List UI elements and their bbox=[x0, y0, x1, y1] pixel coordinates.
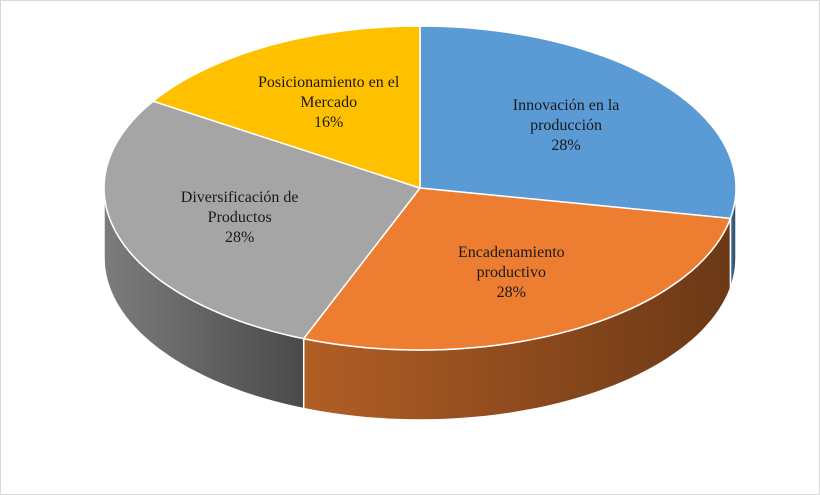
data-label: Posicionamiento en el Mercado 16% bbox=[254, 73, 404, 133]
value-label: 28% bbox=[225, 229, 255, 247]
category-label: Posicionamiento en el Mercado bbox=[258, 73, 400, 111]
value-label: 16% bbox=[313, 113, 344, 131]
data-label: Diversificación de Productos 28% bbox=[165, 188, 315, 248]
slice bbox=[151, 25, 421, 190]
value-label: 28% bbox=[551, 137, 581, 155]
category-label: Encadenamiento productivo bbox=[458, 244, 565, 282]
category-label: Innovación en la producción bbox=[512, 97, 620, 135]
value-label: 28% bbox=[496, 284, 526, 302]
slice bbox=[302, 187, 732, 351]
data-label: Innovación en la producción 28% bbox=[491, 96, 641, 156]
slice bbox=[419, 25, 737, 220]
slice bbox=[103, 100, 422, 340]
data-label: Encadenamiento productivo 28% bbox=[436, 243, 586, 303]
category-label: Diversificación de Productos bbox=[180, 189, 299, 227]
